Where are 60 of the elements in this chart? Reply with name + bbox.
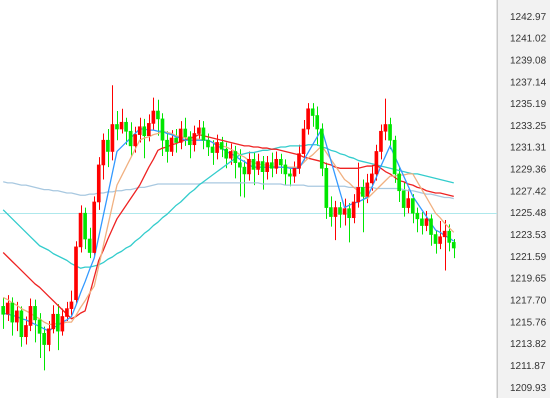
y-tick-label: 1237.14 [510, 77, 547, 88]
candlestick [334, 200, 338, 241]
candlestick [256, 153, 260, 176]
y-tick-label: 1241.02 [510, 34, 547, 45]
candlestick [133, 126, 138, 154]
candlestick [260, 155, 264, 190]
y-tick-label: 1227.42 [510, 186, 547, 198]
candlestick [6, 294, 10, 322]
candlestick [233, 145, 238, 179]
candlestick [178, 120, 183, 150]
candlestick [174, 128, 178, 154]
y-tick-label: 1235.19 [510, 99, 547, 110]
y-tick-label: 1233.25 [510, 120, 547, 132]
candlestick [270, 152, 274, 178]
y-tick-label: 1209.93 [510, 382, 547, 394]
y-tick-label: 1239.08 [510, 55, 547, 66]
candlestick [442, 219, 446, 271]
candlestick [56, 304, 60, 351]
candlestick [310, 102, 315, 128]
candlestick [170, 130, 174, 156]
candlestick [146, 114, 151, 142]
candlestick [120, 108, 124, 134]
candlestick [265, 155, 269, 180]
candlestick [410, 194, 415, 224]
candlestick [138, 117, 142, 143]
y-tick-label: 1231.31 [510, 142, 547, 154]
candlestick [15, 301, 19, 332]
candlestick [10, 296, 14, 336]
candlestick [338, 201, 342, 228]
y-tick-label: 1215.76 [510, 317, 547, 328]
candlestick [228, 143, 233, 166]
candlestick [1, 296, 6, 330]
y-tick-label: 1225.48 [510, 208, 547, 220]
candlestick [188, 130, 192, 159]
y-tick-label: 1219.65 [510, 274, 547, 285]
candlestick [215, 134, 219, 160]
y-tick-label: 1229.36 [510, 164, 547, 176]
y-tick-label: 1217.70 [510, 296, 547, 307]
candlestick [192, 125, 196, 152]
candlestick [106, 128, 110, 168]
candlestick [60, 308, 64, 336]
candlestick [424, 210, 428, 232]
candlestick [447, 224, 452, 252]
y-tick-label: 1211.87 [510, 360, 546, 372]
y-tick-label: 1242.97 [510, 12, 547, 23]
y-tick-label: 1221.59 [510, 252, 547, 263]
y-tick-label: 1213.82 [510, 339, 547, 350]
candlestick [365, 173, 370, 204]
candlestick [406, 189, 410, 214]
candlestick [360, 179, 365, 233]
candlestick [347, 202, 351, 243]
candlestick [278, 153, 283, 174]
candlestick [274, 150, 278, 174]
candlestick [142, 118, 146, 159]
candlestick [247, 150, 251, 182]
candlestick [183, 117, 188, 146]
candlestick [342, 198, 346, 226]
candlestick [252, 152, 256, 186]
y-tick-label: 1223.53 [510, 230, 547, 242]
candlestick [115, 110, 119, 141]
